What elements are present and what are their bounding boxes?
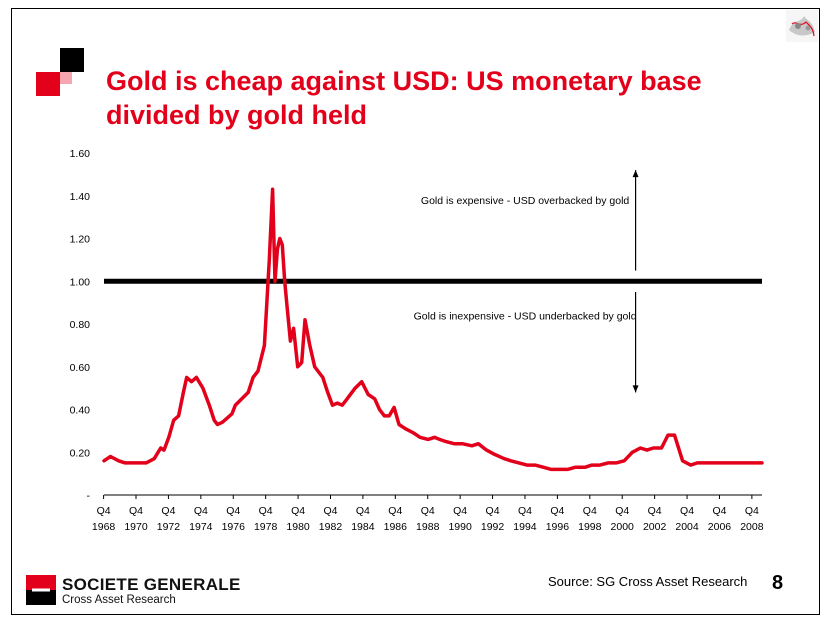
x-tick-quarter-label: Q4 [486,505,500,517]
x-tick-year-label: 2006 [708,521,732,533]
y-tick-label: 0.80 [70,319,91,331]
annotation-arrow-head [632,385,639,393]
x-tick-year-label: 1988 [416,521,440,533]
annotation-arrow-head [632,170,639,178]
slide-frame [11,8,820,615]
x-tick-quarter-label: Q4 [745,505,759,517]
x-tick-year-label: 1990 [448,521,472,533]
x-tick-year-label: 2002 [643,521,667,533]
brand-subtitle: Cross Asset Research [62,594,176,606]
x-tick-year-label: 1982 [319,521,343,533]
x-tick-year-label: 1970 [124,521,148,533]
x-tick-year-label: 1992 [481,521,505,533]
monetary-base-to-gold-series [102,187,764,472]
x-tick-quarter-label: Q4 [615,505,629,517]
x-tick-year-label: 2000 [611,521,635,533]
x-tick-year-label: 1978 [254,521,278,533]
chart-annotation: Gold is inexpensive - USD underbacked by… [414,310,637,322]
x-tick-quarter-label: Q4 [129,505,143,517]
x-tick-quarter-label: Q4 [194,505,208,517]
x-tick-quarter-label: Q4 [518,505,532,517]
societe-generale-logo [26,575,56,610]
y-tick-label: 1.20 [70,234,91,246]
x-tick-quarter-label: Q4 [421,505,435,517]
x-tick-quarter-label: Q4 [712,505,726,517]
x-tick-year-label: 1984 [351,521,375,533]
x-tick-year-label: 1998 [578,521,602,533]
y-tick-label: 0.40 [70,405,91,417]
y-tick-label: 0.60 [70,362,91,374]
x-tick-quarter-label: Q4 [680,505,694,517]
x-tick-year-label: 1980 [286,521,310,533]
y-tick-label: 0.20 [70,447,91,459]
source-note: Source: SG Cross Asset Research [548,574,748,589]
x-tick-year-label: 1976 [222,521,246,533]
x-tick-quarter-label: Q4 [648,505,662,517]
chart-annotation: Gold is expensive - USD overbacked by go… [421,195,630,207]
y-tick-label: 1.60 [70,148,91,160]
x-tick-quarter-label: Q4 [259,505,273,517]
x-tick-quarter-label: Q4 [323,505,337,517]
page-number: 8 [772,572,784,594]
x-tick-quarter-label: Q4 [291,505,305,517]
corner-thumbnail-icon [786,10,818,42]
x-tick-year-label: 2004 [675,521,699,533]
y-tick-label: - [87,490,91,502]
y-tick-label: 1.00 [70,276,91,288]
x-tick-year-label: 1996 [546,521,570,533]
x-tick-year-label: 1968 [92,521,116,533]
brand-name: SOCIETE GENERALE [62,575,241,594]
black-square-decor [60,48,84,72]
x-tick-quarter-label: Q4 [453,505,467,517]
x-tick-quarter-label: Q4 [583,505,597,517]
x-tick-year-label: 1972 [157,521,181,533]
slide-title: Gold is cheap against USD: US monetary b… [106,66,702,130]
x-tick-year-label: 2008 [740,521,764,533]
x-tick-quarter-label: Q4 [550,505,564,517]
red-square-decor [36,72,60,96]
x-tick-quarter-label: Q4 [97,505,111,517]
pink-square-decor [60,72,72,84]
x-tick-year-label: 1974 [189,521,213,533]
x-tick-quarter-label: Q4 [226,505,240,517]
x-tick-year-label: 1986 [384,521,408,533]
x-tick-quarter-label: Q4 [388,505,402,517]
x-tick-quarter-label: Q4 [161,505,175,517]
x-tick-quarter-label: Q4 [356,505,370,517]
y-tick-label: 1.40 [70,191,91,203]
x-tick-year-label: 1994 [513,521,537,533]
